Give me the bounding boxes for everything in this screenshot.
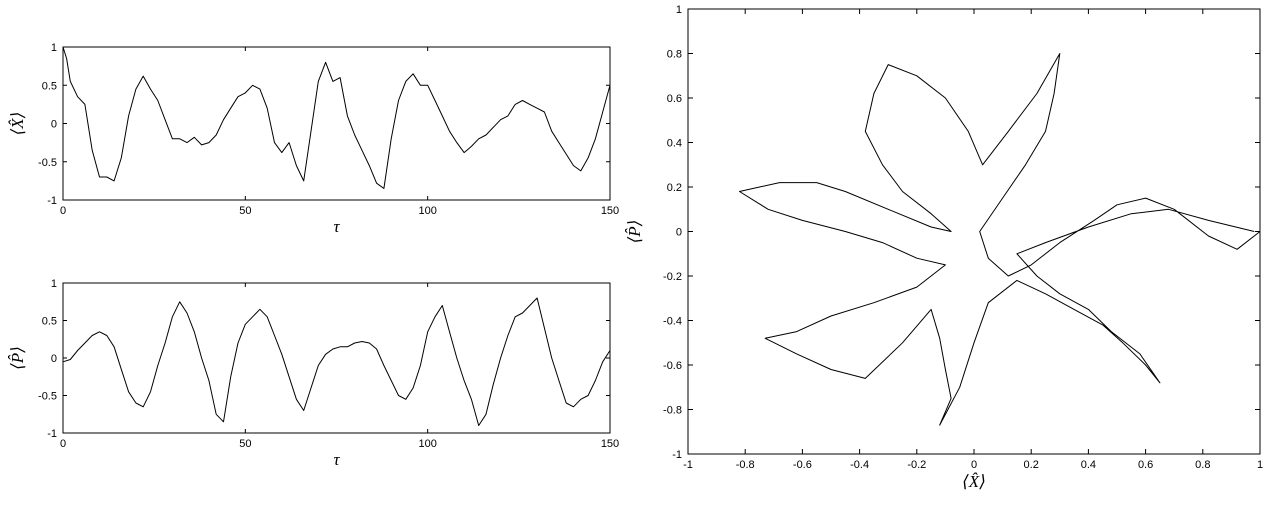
y-tick-label: -0.5 — [38, 157, 57, 169]
y-tick-label: -0.4 — [663, 316, 682, 328]
phase-space-trajectory-panel: -1 -0.8 -0.6 -0.4 -0.2 0 0.2 0.4 0.6 0.8 1 1 0.8 0.6 0… — [625, 4, 1263, 491]
x-tick-label: 1 — [1257, 459, 1263, 471]
y-axis-label: ⟨X̂⟩ — [8, 112, 27, 136]
x-axis-label: ⟨X̂⟩ — [962, 472, 986, 491]
x-tick-label: 100 — [418, 438, 436, 450]
y-tick-label: 0.6 — [667, 93, 682, 105]
y-tick-label: 1 — [51, 278, 57, 290]
y-tick-label: -0.8 — [663, 405, 682, 417]
x-tick-label: 0.6 — [1138, 459, 1153, 471]
y-tick-label: 0.5 — [42, 316, 57, 328]
y-tick-label: 1 — [51, 42, 57, 54]
x-tick-label: -0.6 — [793, 459, 812, 471]
y-tick-label: 0 — [676, 227, 682, 239]
axes-frame — [687, 8, 1261, 455]
axes-frame — [62, 46, 611, 201]
x-tick-label: 0.4 — [1081, 459, 1096, 471]
series-line — [62, 46, 611, 189]
p-expectation-time-series-panel: 0 50 100 150 1 0.5 0 -0.5 -1 τ ⟨P̂⟩ — [8, 278, 619, 469]
x-tick-label: 0 — [60, 205, 66, 217]
series-line — [62, 297, 611, 426]
x-axis-label: τ — [333, 450, 340, 469]
axes-frame — [62, 282, 611, 434]
y-axis-label: ⟨P̂⟩ — [625, 220, 644, 244]
x-axis-label: τ — [333, 217, 340, 236]
x-tick-label: 50 — [239, 205, 251, 217]
x-tick-label: 150 — [601, 205, 619, 217]
y-tick-label: 0 — [51, 119, 57, 131]
y-axis-label: ⟨P̂⟩ — [8, 346, 27, 370]
x-expectation-time-series-panel: 0 50 100 150 1 0.5 0 -0.5 -1 τ ⟨X̂⟩ — [8, 42, 619, 236]
y-tick-label: -1 — [47, 428, 57, 440]
y-tick-label: 0.8 — [667, 49, 682, 61]
x-tick-label: -1 — [683, 459, 693, 471]
y-tick-label: -0.2 — [663, 271, 682, 283]
x-tick-label: 0.8 — [1195, 459, 1210, 471]
y-tick-label: 1 — [676, 4, 682, 16]
x-tick-label: 150 — [601, 438, 619, 450]
y-tick-label: -0.5 — [38, 391, 57, 403]
series-line — [739, 53, 1261, 426]
y-tick-label: 0.4 — [667, 138, 682, 150]
y-tick-label: 0 — [51, 353, 57, 365]
x-tick-label: -0.4 — [850, 459, 869, 471]
y-tick-label: -1 — [47, 195, 57, 207]
x-tick-label: 0 — [971, 459, 977, 471]
x-tick-label: 50 — [239, 438, 251, 450]
y-tick-label: 0.2 — [667, 182, 682, 194]
y-tick-label: -1 — [672, 449, 682, 461]
x-tick-label: 100 — [418, 205, 436, 217]
x-tick-label: 0.2 — [1024, 459, 1039, 471]
y-tick-label: -0.6 — [663, 360, 682, 372]
x-tick-label: -0.8 — [736, 459, 755, 471]
x-tick-label: -0.2 — [907, 459, 926, 471]
x-tick-label: 0 — [60, 438, 66, 450]
y-tick-label: 0.5 — [42, 80, 57, 92]
